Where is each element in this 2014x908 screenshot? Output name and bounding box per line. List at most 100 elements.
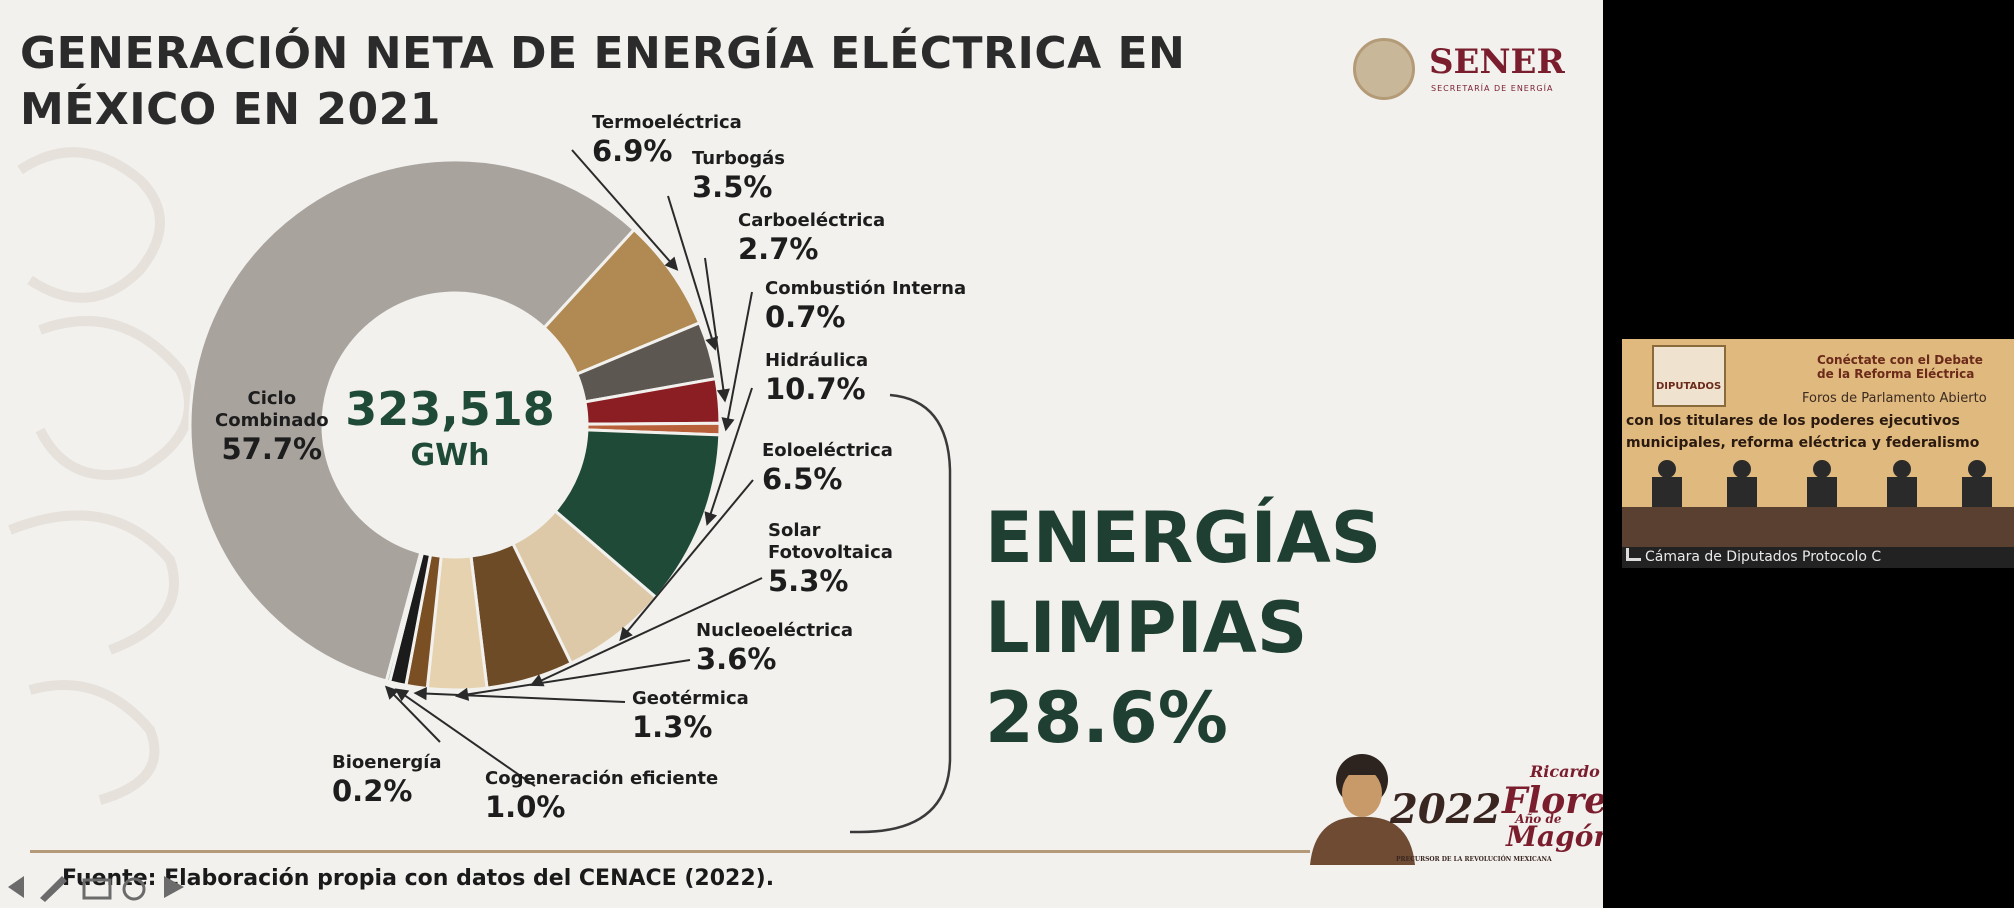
slice-label-combustion-interna: Combustión Interna 0.7% (765, 278, 966, 334)
badge-year: 2022 (1390, 786, 1502, 833)
decorative-pattern (8, 147, 194, 805)
slice-value: 10.7% (765, 372, 866, 406)
source-note: Fuente: Elaboración propia con datos del… (62, 866, 774, 891)
mexico-seal-icon (1353, 38, 1415, 100)
video-header-3: Foros de Parlamento Abierto (1802, 391, 1987, 406)
slice-value: 57.7% (221, 432, 323, 466)
slide-title: GENERACIÓN NETA DE ENERGÍA ELÉCTRICA EN … (20, 26, 1185, 138)
slice-name: Ciclo Combinado (215, 388, 329, 431)
slice-name: Combustión Interna (765, 278, 967, 299)
slice-label-solar-fotovoltaica: Solar Fotovoltaica 5.3% (768, 520, 893, 598)
pen-tool-icon[interactable] (40, 876, 67, 902)
slice-name: Carboeléctrica (738, 210, 886, 231)
signal-icon (1626, 548, 1641, 561)
video-caption-text: Cámara de Diputados Protocolo C (1645, 549, 1882, 565)
portrait-illustration (1310, 754, 1415, 865)
clean-energy-bracket (850, 393, 952, 834)
slice-name: Hidráulica (765, 350, 869, 371)
donut-chart (188, 149, 952, 834)
slice-name: Bioenergía (332, 752, 442, 773)
slice-label-ciclo-combinado: Ciclo Combinado 57.7% (215, 388, 329, 466)
slice-label-termoelectrica: Termoeléctrica 6.9% (592, 112, 742, 168)
clean-energy-label-2: LIMPIAS (985, 587, 1308, 669)
slice-label-turbogas: Turbogás 3.5% (692, 148, 785, 204)
badge-name-3: Magón (1506, 820, 1603, 853)
leader-line-cogeneracion-eficiente (395, 688, 536, 787)
slice-name: Eoloeléctrica (762, 440, 893, 461)
badge-year-sub: Año de (1515, 812, 1562, 826)
sener-logo: SENER SECRETARÍA DE ENERGÍA (1353, 36, 1583, 106)
slice-value: 2.7% (738, 232, 819, 266)
badge-name-1: Ricardo (1530, 762, 1600, 781)
slice-label-bioenergia: Bioenergía 0.2% (332, 752, 442, 808)
source-text: Elaboración propia con datos del CENACE … (164, 866, 775, 891)
slice-value: 1.3% (632, 710, 713, 744)
slice-value: 0.2% (332, 774, 413, 808)
zoom-icon[interactable] (122, 877, 146, 901)
slice-label-cogeneracion-eficiente: Cogeneración eficiente 1.0% (485, 768, 718, 824)
donut-slice-ciclo-combinado (188, 158, 637, 683)
leader-line-geotermica (415, 692, 626, 703)
slice-name: Turbogás (692, 148, 785, 169)
panel-table (1622, 507, 2014, 547)
slice-value: 0.7% (765, 300, 846, 334)
leader-arrow-bioenergia (384, 685, 399, 700)
slice-value: 6.5% (762, 462, 843, 496)
leader-line-hidraulica (706, 387, 753, 525)
video-conference-tile[interactable]: DIPUTADOS Conéctate con el Debate de la … (1622, 339, 2014, 568)
diputados-logo (1652, 345, 1726, 407)
chart-center-unit: GWh (410, 438, 490, 473)
leader-line-solar-fotovoltaica (531, 577, 763, 686)
slice-name: Termoeléctrica (592, 112, 742, 133)
slice-label-carboelectrica: Carboeléctrica 2.7% (738, 210, 885, 266)
panelists (1652, 460, 1992, 507)
leader-line-nucleoelectrica (457, 659, 691, 697)
badge-tagline: PRECURSOR DE LA REVOLUCIÓN MEXICANA (1396, 856, 1552, 863)
slice-value: 3.6% (696, 642, 777, 676)
slide-thumbnail-icon[interactable] (82, 878, 112, 900)
leader-arrow-cogeneracion-eficiente (394, 688, 410, 702)
nav-forward-arrow-icon[interactable] (164, 876, 184, 898)
chart-center-total: 323,518 (345, 382, 555, 436)
leader-arrow-termoelectrica (664, 256, 679, 271)
leader-line-bioenergia (385, 686, 441, 743)
leader-arrow-carboelectrica (716, 388, 730, 403)
slice-label-nucleoelectrica: Nucleoeléctrica 3.6% (696, 620, 853, 676)
leader-line-eoloelectrica (619, 479, 754, 641)
slice-value: 1.0% (485, 790, 566, 824)
clean-energy-value: 28.6% (985, 677, 1228, 759)
leader-line-combustion-interna (724, 291, 753, 430)
slice-value: 5.3% (768, 564, 849, 598)
clean-energy-label-1: ENERGÍAS (985, 497, 1382, 579)
video-header-2: de la Reforma Eléctrica (1817, 367, 1975, 381)
video-logo-text: DIPUTADOS (1656, 381, 1722, 392)
presentation-slide: GENERACIÓN NETA DE ENERGÍA ELÉCTRICA EN … (0, 0, 1603, 908)
slice-name: Solar Fotovoltaica (768, 520, 893, 563)
badge-name-2: Flores (1502, 780, 1603, 822)
title-line-2: MÉXICO EN 2021 (20, 84, 441, 135)
video-banner-2: municipales, reforma eléctrica y federal… (1626, 435, 1980, 451)
video-header-1: Conéctate con el Debate (1817, 353, 1983, 367)
slice-value: 6.9% (592, 134, 673, 168)
slice-label-hidraulica: Hidráulica 10.7% (765, 350, 868, 406)
leader-line-turbogas (667, 195, 716, 349)
leader-arrow-eoloelectrica (619, 626, 633, 642)
slice-name: Cogeneración eficiente (485, 768, 719, 789)
leader-line-termoelectrica (571, 149, 678, 270)
leader-arrow-hidraulica (704, 511, 718, 526)
footer-divider (30, 850, 1310, 853)
leader-arrow-combustion-interna (721, 417, 735, 432)
slice-label-eoloelectrica: Eoloeléctrica 6.5% (762, 440, 893, 496)
title-line-1: GENERACIÓN NETA DE ENERGÍA ELÉCTRICA EN (20, 28, 1186, 79)
slide-navigation (8, 876, 184, 902)
anniversary-badge: 2022 Año de Ricardo Flores Magón PRECURS… (1390, 762, 1603, 863)
slice-label-geotermica: Geotérmica 1.3% (632, 688, 749, 744)
nav-back-arrow-icon[interactable] (8, 876, 24, 898)
slice-name: Nucleoeléctrica (696, 620, 854, 641)
logo-name: SENER (1429, 42, 1565, 82)
leader-line-carboelectrica (704, 257, 726, 401)
slice-value: 3.5% (692, 170, 773, 204)
slice-name: Geotérmica (632, 688, 749, 709)
donut-slice-bioenergia (384, 550, 425, 684)
video-banner-1: con los titulares de los poderes ejecuti… (1626, 413, 1960, 429)
